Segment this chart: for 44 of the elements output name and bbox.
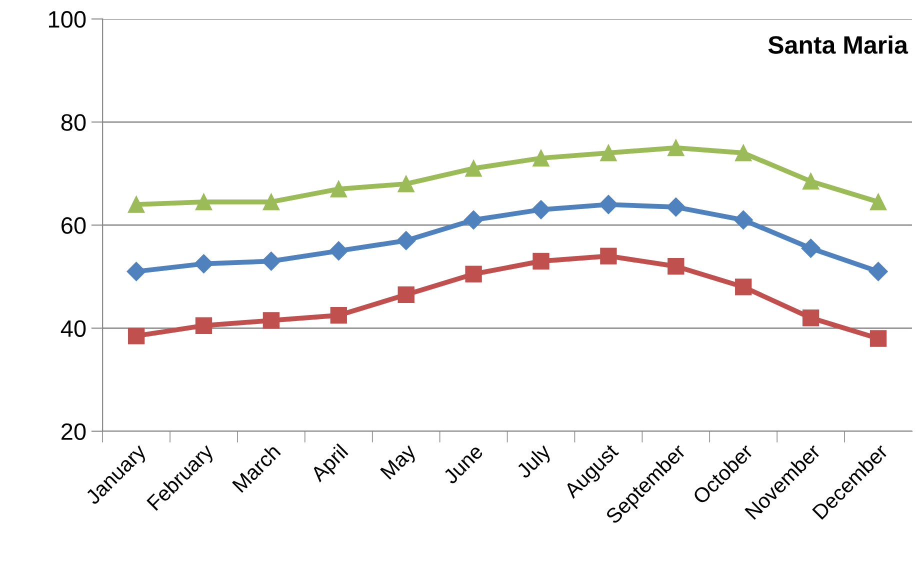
point (666, 198, 686, 217)
point (532, 150, 550, 166)
point (195, 317, 212, 334)
point (668, 139, 684, 156)
point (870, 194, 887, 210)
x-tick-label: May (380, 442, 420, 483)
point (398, 176, 414, 192)
point (329, 241, 348, 260)
point (262, 312, 280, 329)
point (465, 160, 482, 177)
point (801, 238, 820, 258)
point (600, 248, 617, 264)
point (194, 254, 214, 274)
point (195, 194, 212, 210)
point (464, 210, 484, 230)
point (532, 252, 550, 270)
x-tick-label: July (515, 442, 555, 482)
point (465, 266, 482, 282)
point (734, 210, 753, 230)
point (668, 258, 684, 275)
point (735, 144, 752, 162)
point (802, 310, 820, 326)
point (600, 144, 617, 162)
point (735, 278, 752, 296)
text: Santa Maria (768, 35, 908, 54)
y-tick-label: 40 (60, 320, 86, 337)
point (802, 172, 820, 190)
point (128, 328, 145, 344)
y-tick-label: 20 (62, 423, 86, 440)
point (531, 200, 551, 220)
y-tick-label: 60 (62, 217, 86, 234)
point (128, 196, 145, 213)
point (262, 194, 280, 210)
point (870, 330, 887, 347)
point (598, 194, 618, 214)
point (126, 262, 146, 282)
point (396, 231, 416, 250)
point (868, 262, 888, 282)
point (330, 180, 347, 198)
point (330, 306, 347, 324)
y-tick-label: 80 (61, 114, 86, 131)
point (262, 252, 281, 271)
y-tick-label: 100 (49, 11, 86, 28)
point (398, 286, 414, 304)
